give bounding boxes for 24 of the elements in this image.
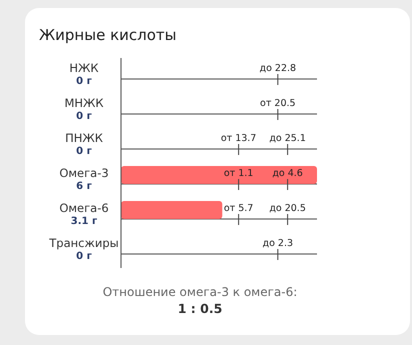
annotation: до 20.5 [269,203,306,214]
annotation: от 20.5 [260,98,296,109]
y-tick-label: ПНЖК [65,131,103,145]
annotation: до 4.6 [272,168,303,179]
y-tick-label: Трансжиры [48,236,119,250]
data-label: 6 г [76,181,92,192]
chart-title: Жирные кислоты [39,26,176,44]
annotation: от 13.7 [220,133,256,144]
annotation: до 22.8 [260,63,296,74]
data-label: 0 г [76,111,92,122]
annotation: до 2.3 [262,238,294,249]
annotation: от 5.7 [224,203,254,214]
y-tick-label: НЖК [69,61,99,75]
text: Отношение омега-3 к омега-6: [102,285,298,299]
data-label: 0 г [76,146,92,157]
data-label: 3.1 г [70,216,98,227]
data-label: 0 г [76,251,92,262]
data-label: 0 г [76,76,92,87]
y-tick-label: МНЖК [64,96,104,110]
text: 1 : 0.5 [178,301,222,316]
annotation: от 1.1 [224,168,254,179]
annotation: до 25.1 [269,133,306,144]
y-tick-label: Омега-3 [59,166,109,180]
y-tick-label: Омега-6 [59,201,109,215]
